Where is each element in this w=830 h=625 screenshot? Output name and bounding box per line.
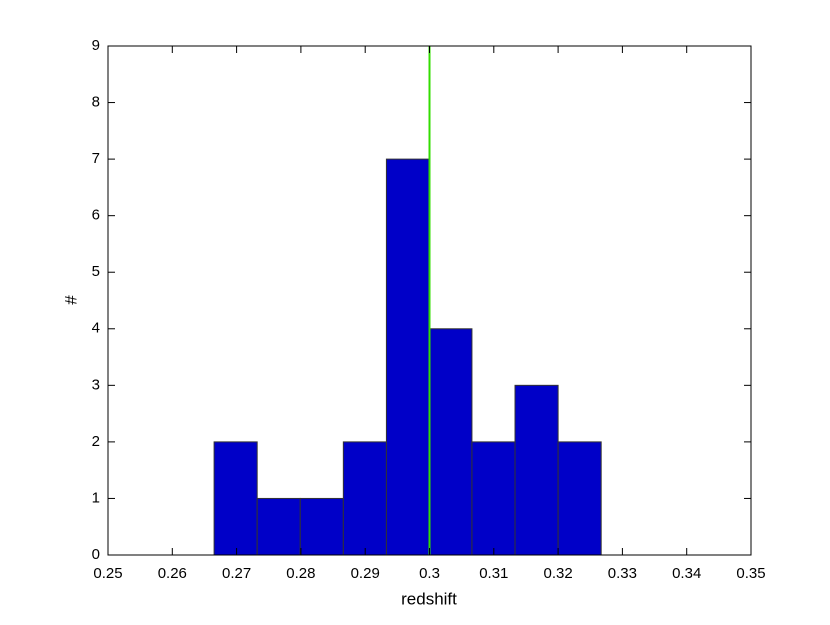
x-tick-label: 0.35	[736, 565, 765, 582]
x-tick-label: 0.27	[222, 565, 251, 582]
x-tick-label: 0.34	[672, 565, 701, 582]
y-tick-label: 4	[92, 320, 100, 337]
y-tick-label: 9	[92, 37, 100, 54]
x-axis-label: redshift	[401, 589, 457, 608]
y-tick-label: 3	[92, 376, 100, 393]
bar	[429, 328, 473, 556]
y-tick-label: 0	[92, 546, 100, 563]
bar	[299, 497, 344, 556]
x-tick-label: 0.28	[286, 565, 315, 582]
x-tick-label: 0.25	[93, 565, 122, 582]
x-tick-label: 0.29	[351, 565, 380, 582]
bar	[256, 497, 301, 556]
bar	[342, 441, 387, 556]
x-tick-label: 0.33	[608, 565, 637, 582]
x-tick-label: 0.3	[419, 565, 440, 582]
bar	[385, 158, 431, 556]
y-tick-label: 1	[92, 489, 100, 506]
x-tick-label: 0.26	[158, 565, 187, 582]
x-tick-label: 0.32	[543, 565, 572, 582]
y-tick-label: 8	[92, 94, 100, 111]
y-tick-label: 7	[92, 150, 100, 167]
y-tick-label: 6	[92, 207, 100, 224]
x-tick-label: 0.31	[479, 565, 508, 582]
bar	[213, 441, 258, 556]
y-axis-label: #	[61, 295, 80, 305]
bar	[514, 384, 559, 556]
y-tick-label: 2	[92, 433, 100, 450]
bar	[557, 441, 602, 556]
bar	[471, 441, 516, 556]
y-tick-label: 5	[92, 263, 100, 280]
